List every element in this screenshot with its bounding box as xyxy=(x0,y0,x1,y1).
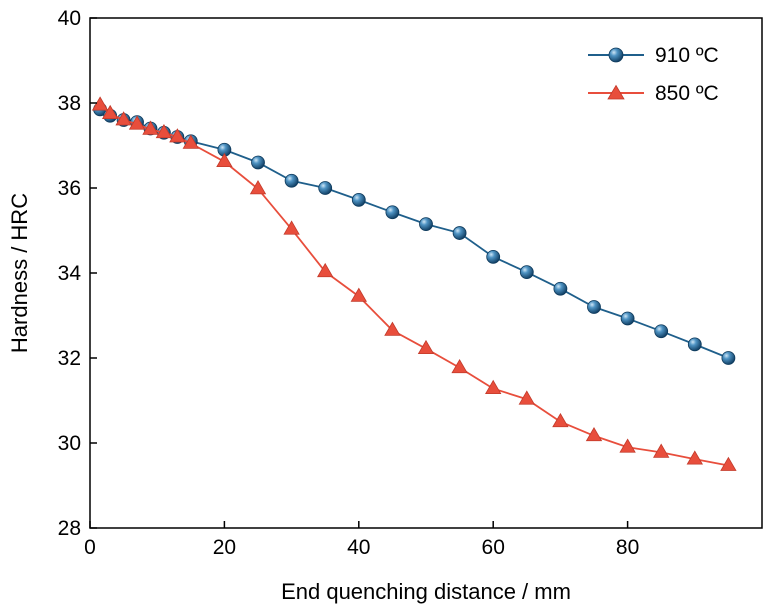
data-point xyxy=(155,123,173,139)
data-point xyxy=(654,324,669,339)
legend-marker-910 xyxy=(608,47,624,63)
data-point xyxy=(115,111,132,126)
data-point xyxy=(385,205,400,220)
axis-layer: 0 20 40 60 80 28 30 32 34 36 38 40 xyxy=(58,7,640,559)
y-tick-label: 28 xyxy=(58,517,81,540)
data-point xyxy=(216,152,233,168)
data-point xyxy=(317,262,334,278)
x-tick-label: 20 xyxy=(213,536,236,559)
data-point xyxy=(653,443,670,458)
data-point xyxy=(142,120,159,135)
series-layer xyxy=(91,96,737,471)
data-point xyxy=(384,321,401,336)
y-tick-label: 30 xyxy=(58,432,81,455)
data-point xyxy=(284,173,299,188)
x-tick-label: 0 xyxy=(84,536,96,559)
data-point xyxy=(128,115,146,130)
x-tick-label: 80 xyxy=(616,536,639,559)
data-point xyxy=(619,438,636,453)
data-point xyxy=(486,249,501,264)
x-tick-label: 60 xyxy=(482,536,505,559)
data-point xyxy=(318,181,333,195)
y-axis-title: Hardness / HRC xyxy=(7,193,32,353)
x-tick-label: 40 xyxy=(347,536,370,559)
x-axis-title: End quenching distance / mm xyxy=(281,579,571,604)
data-point xyxy=(587,300,601,314)
legend: 910 ºC 850 ºC xyxy=(588,44,719,105)
legend-label-850: 850 ºC xyxy=(655,82,719,105)
plot-area xyxy=(89,17,763,529)
data-point xyxy=(687,337,702,352)
legend-marker-850 xyxy=(607,84,625,100)
series-1 xyxy=(91,96,737,471)
y-tick-label: 36 xyxy=(58,177,81,200)
data-point xyxy=(249,180,267,195)
data-point xyxy=(686,450,703,465)
data-point xyxy=(169,128,186,143)
data-point xyxy=(721,351,736,365)
legend-label-910: 910 ºC xyxy=(655,44,719,67)
data-point xyxy=(518,390,535,405)
y-tick-label: 38 xyxy=(58,92,81,115)
data-point xyxy=(251,155,265,170)
data-point xyxy=(585,426,603,442)
data-point xyxy=(351,192,366,207)
y-tick-label: 32 xyxy=(58,347,81,370)
data-point xyxy=(620,311,635,326)
data-point xyxy=(182,134,199,149)
data-point xyxy=(553,281,568,296)
data-point xyxy=(519,265,534,280)
data-point xyxy=(720,456,737,471)
data-point xyxy=(101,104,119,120)
y-tick-label: 40 xyxy=(58,7,81,30)
data-point xyxy=(417,339,435,355)
data-point xyxy=(283,220,300,235)
data-point xyxy=(451,358,468,374)
y-tick-label: 34 xyxy=(58,262,82,285)
data-point xyxy=(419,217,433,232)
data-point xyxy=(452,226,467,240)
data-point xyxy=(350,287,367,302)
data-point xyxy=(552,412,569,428)
data-point xyxy=(485,379,502,395)
